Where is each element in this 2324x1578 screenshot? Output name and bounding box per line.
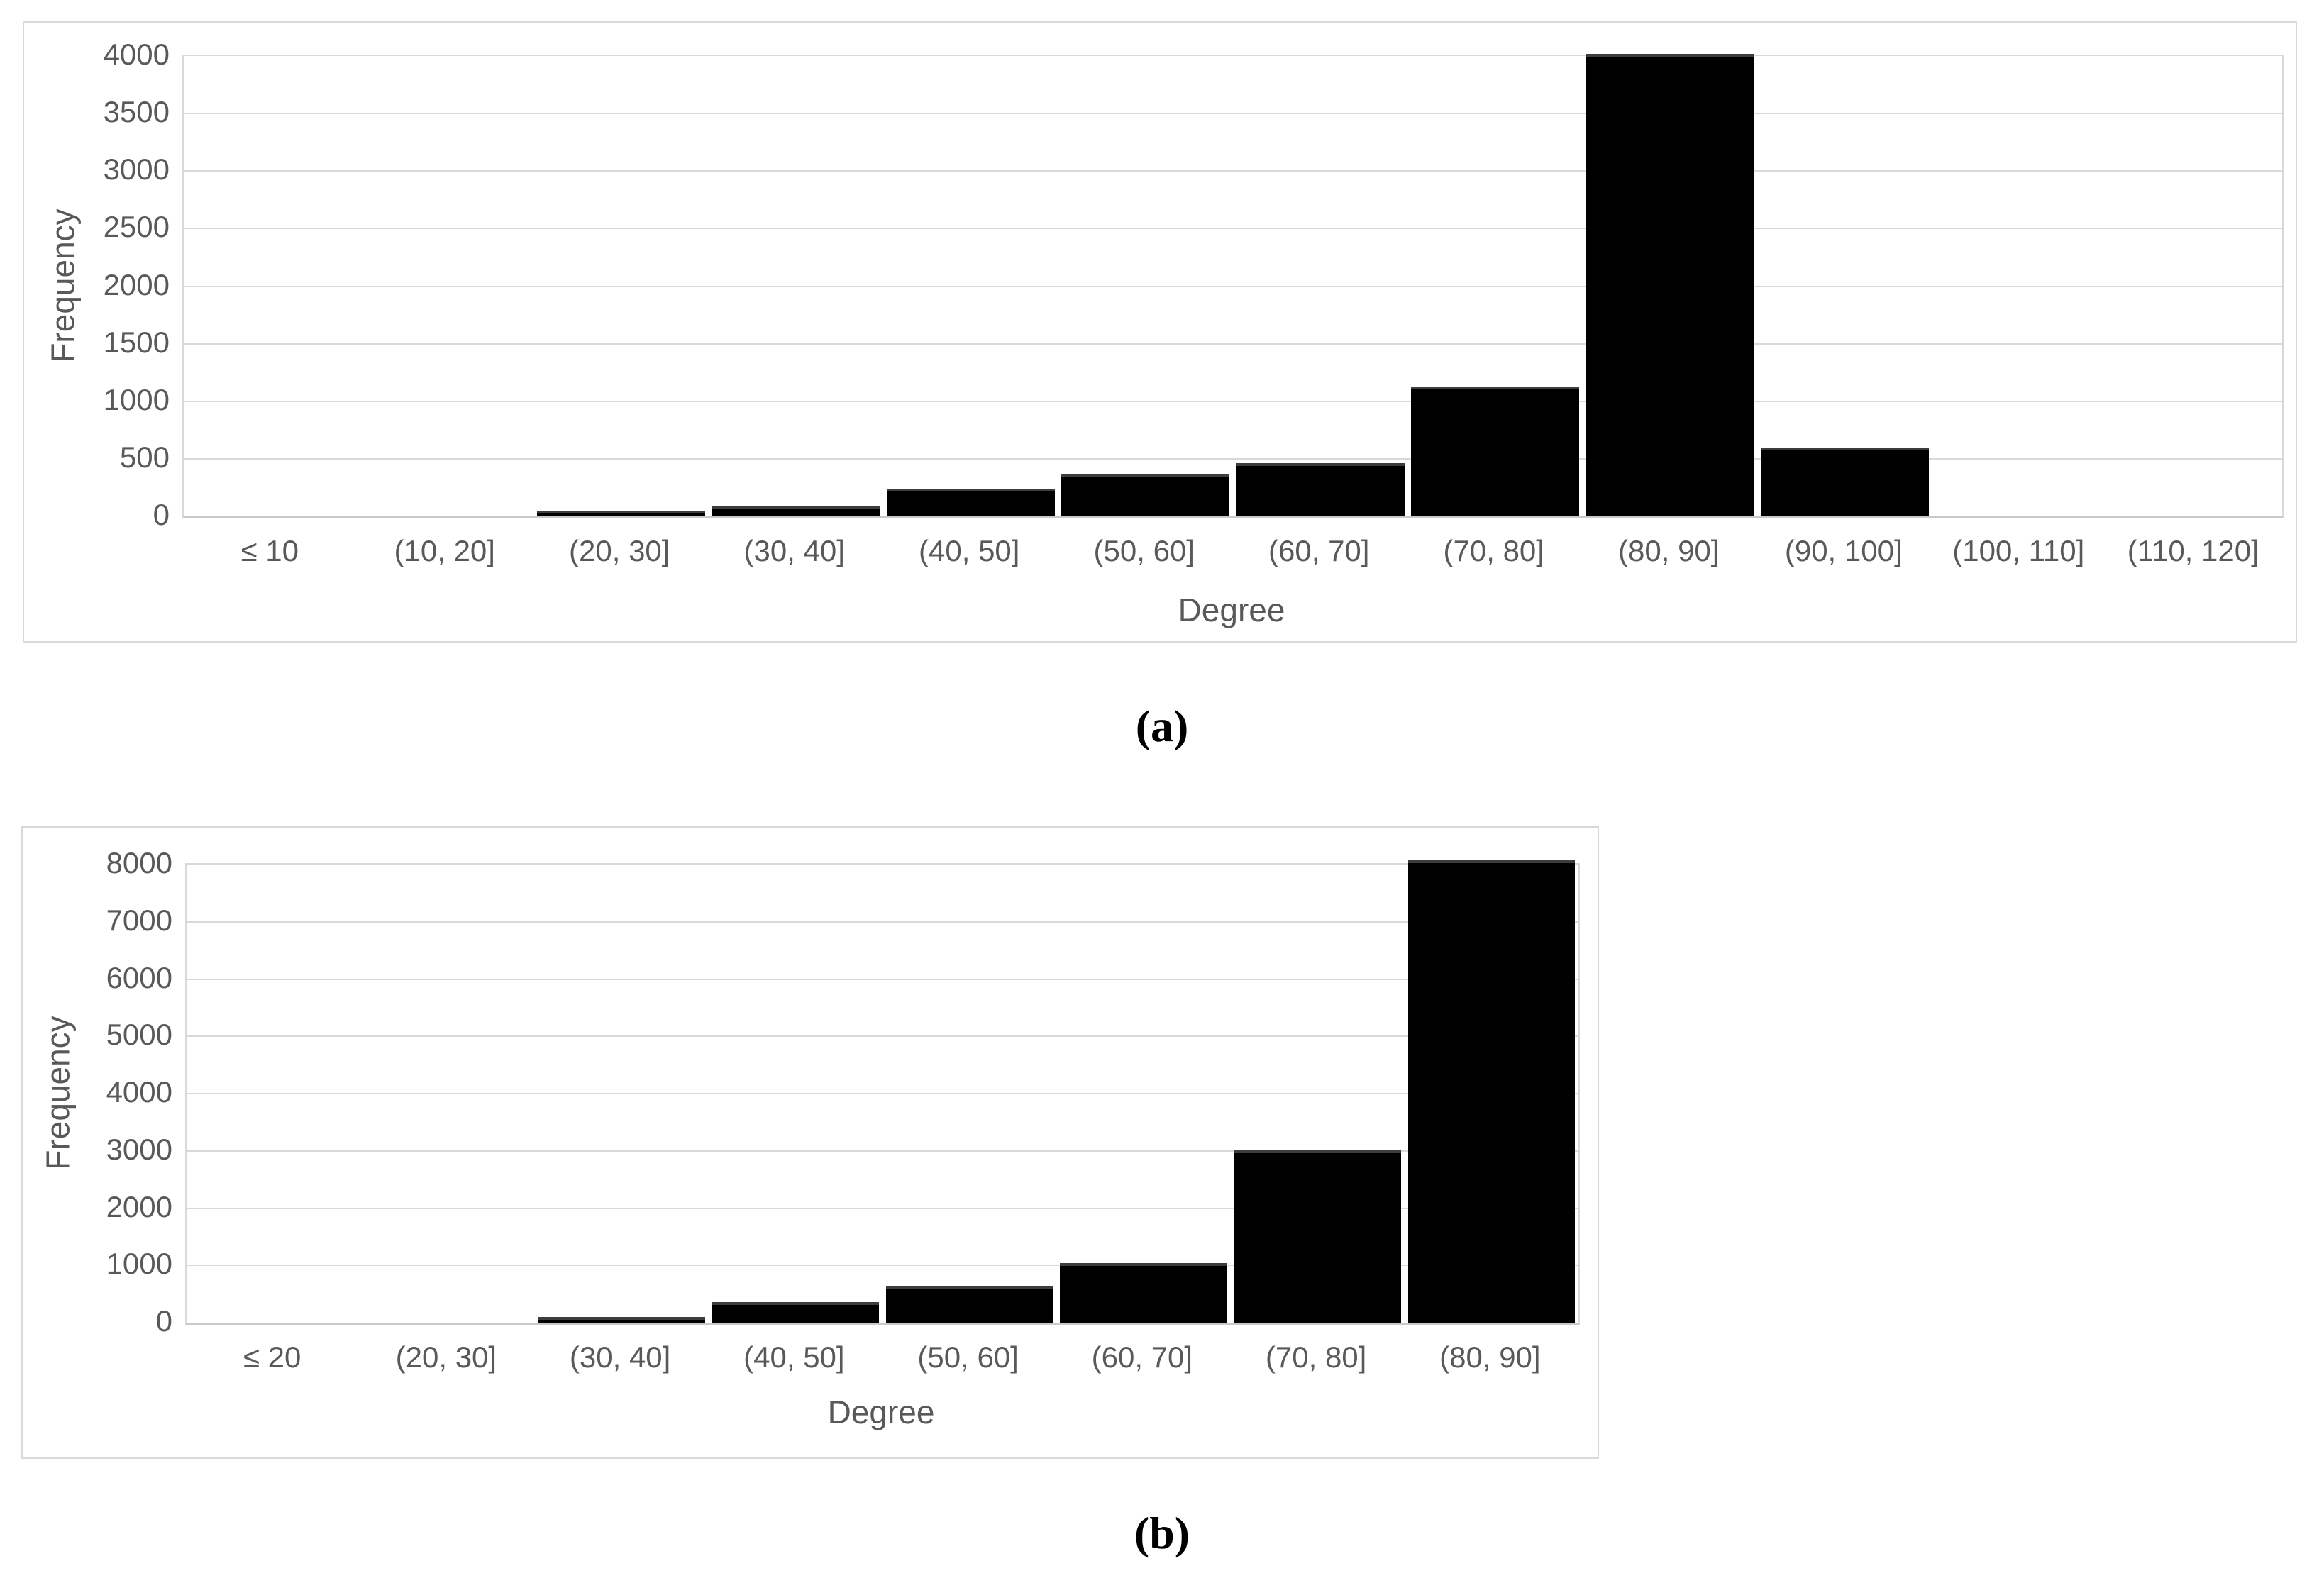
x-tick-label: (20, 30] bbox=[569, 534, 670, 567]
bar-(80, 90] bbox=[1586, 53, 1754, 516]
bar-(20, 30] bbox=[536, 510, 705, 516]
x-tick-label: (10, 20] bbox=[394, 534, 495, 567]
y-tick-label: 7000 bbox=[106, 903, 172, 937]
y-tick-label: 8000 bbox=[106, 846, 172, 879]
y-tick-label: 1500 bbox=[103, 325, 170, 359]
bar-(90, 100] bbox=[1761, 447, 1930, 516]
histogram-panel-a: Frequency Degree 0 500 1000 1500 2000 2500 300… bbox=[23, 21, 2297, 643]
y-tick-label: 2000 bbox=[106, 1189, 172, 1223]
plot-area-b bbox=[185, 860, 1580, 1325]
gridline-y-2000 bbox=[184, 285, 2282, 287]
bar-(30, 40] bbox=[538, 1316, 705, 1323]
y-tick-label: 500 bbox=[119, 440, 170, 474]
x-tick-label: (50, 60] bbox=[1093, 534, 1195, 567]
gridline-y-2000 bbox=[187, 1207, 1578, 1209]
gridline-y-5000 bbox=[187, 1035, 1578, 1038]
caption-a: (a) bbox=[1135, 701, 1189, 751]
x-tick-label: (70, 80] bbox=[1265, 1340, 1367, 1374]
plot-area-a bbox=[182, 53, 2284, 518]
y-tick-label: 0 bbox=[155, 1304, 172, 1338]
x-tick-label: (110, 120] bbox=[2127, 534, 2259, 567]
x-tick-label: (40, 50] bbox=[919, 534, 1020, 567]
bar-(50, 60] bbox=[885, 1285, 1053, 1323]
x-tick-label: (80, 90] bbox=[1439, 1340, 1541, 1374]
x-tick-label: (30, 40] bbox=[743, 534, 845, 567]
gridline-y-1000 bbox=[184, 400, 2282, 402]
y-tick-label: 5000 bbox=[106, 1018, 172, 1052]
gridline-y-500 bbox=[184, 457, 2282, 460]
x-tick-label: (90, 100] bbox=[1784, 534, 1903, 567]
x-tick-label: ≤ 20 bbox=[243, 1340, 301, 1374]
y-tick-label: 3000 bbox=[103, 152, 170, 187]
bar-(70, 80] bbox=[1411, 386, 1580, 516]
bar-(50, 60] bbox=[1061, 473, 1230, 516]
y-tick-label: 0 bbox=[153, 498, 170, 531]
gridline-y-6000 bbox=[187, 978, 1578, 980]
bar-(40, 50] bbox=[712, 1301, 880, 1323]
y-tick-label: 4000 bbox=[106, 1075, 172, 1109]
y-tick-label: 4000 bbox=[103, 38, 170, 71]
y-tick-label: 1000 bbox=[106, 1247, 172, 1281]
gridline-y-1000 bbox=[187, 1265, 1578, 1267]
x-tick-label: (30, 40] bbox=[569, 1340, 671, 1374]
bar-(60, 70] bbox=[1236, 462, 1405, 516]
x-tick-label: (50, 60] bbox=[917, 1340, 1019, 1374]
bar-(40, 50] bbox=[886, 489, 1055, 516]
y-tick-label: 2500 bbox=[103, 210, 170, 244]
gridline-y-7000 bbox=[187, 921, 1578, 923]
y-tick-label: 3500 bbox=[103, 95, 170, 129]
bar-(70, 80] bbox=[1234, 1150, 1401, 1323]
histogram-panel-b: Frequency Degree 0 1000 2000 3000 4000 5000 60… bbox=[21, 826, 1599, 1459]
bar-(80, 90] bbox=[1407, 860, 1576, 1323]
gridline-y-1500 bbox=[184, 343, 2282, 345]
x-tick-label: (20, 30] bbox=[395, 1340, 497, 1374]
x-tick-label: (60, 70] bbox=[1091, 1340, 1193, 1374]
y-tick-label: 2000 bbox=[103, 267, 170, 301]
gridline-y-3000 bbox=[187, 1150, 1578, 1152]
x-tick-label: (60, 70] bbox=[1268, 534, 1370, 567]
x-axis-title-a: Degree bbox=[1178, 591, 1285, 628]
y-tick-label: 3000 bbox=[106, 1132, 172, 1166]
bar-(30, 40] bbox=[712, 506, 880, 516]
y-tick-label: 1000 bbox=[103, 382, 170, 416]
y-tick-label: 6000 bbox=[106, 960, 172, 994]
gridline-y-4000 bbox=[187, 1093, 1578, 1094]
x-tick-label: ≤ 10 bbox=[240, 534, 299, 567]
caption-b: (b) bbox=[1134, 1508, 1190, 1558]
x-tick-label: (40, 50] bbox=[743, 1340, 845, 1374]
x-tick-label: (100, 110] bbox=[1952, 534, 2085, 567]
bar-(60, 70] bbox=[1060, 1263, 1227, 1323]
x-tick-label: (80, 90] bbox=[1618, 534, 1720, 567]
x-axis-title-b: Degree bbox=[827, 1394, 935, 1430]
gridline-y-3000 bbox=[184, 170, 2282, 172]
gridline-y-3500 bbox=[184, 113, 2282, 115]
gridline-y-2500 bbox=[184, 228, 2282, 230]
x-tick-label: (70, 80] bbox=[1443, 534, 1544, 567]
